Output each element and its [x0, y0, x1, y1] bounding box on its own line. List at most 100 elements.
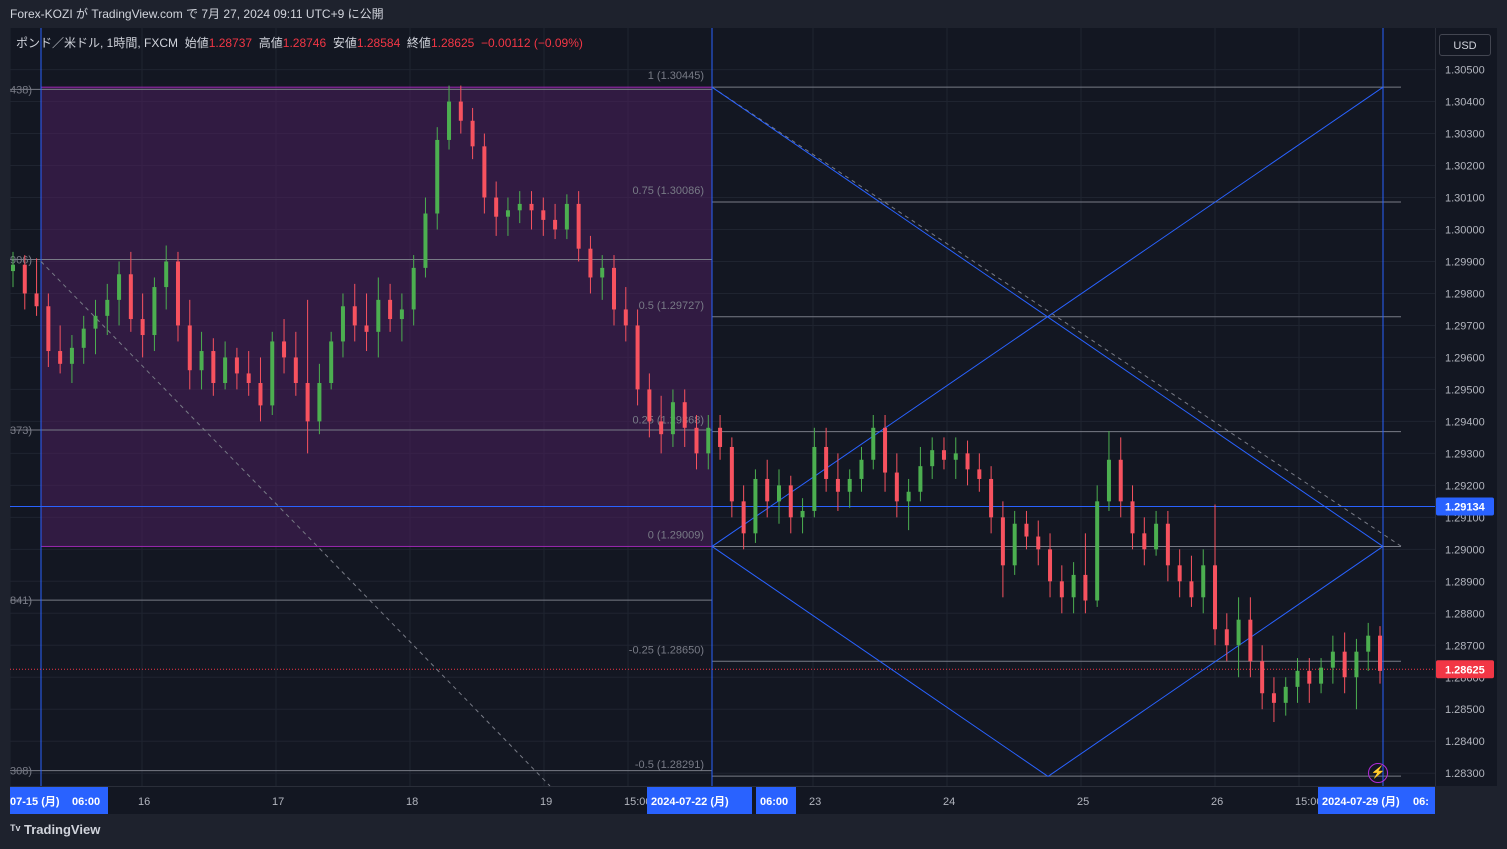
candle-body [388, 299, 393, 320]
candle-body [1154, 523, 1159, 550]
candle-body [1083, 574, 1088, 601]
candle-body [69, 347, 74, 364]
time-tick-label: 23 [809, 796, 821, 808]
candle-body [1248, 619, 1253, 662]
change-value: −0.00112 (−0.09%) [481, 36, 583, 50]
candle-body [1130, 501, 1135, 534]
candle-body [234, 357, 239, 374]
fib-level-label: 0 (1.29009) [648, 529, 704, 541]
candle-body [447, 101, 452, 140]
candle-body [199, 351, 204, 371]
chart-canvas[interactable]: 438) 906) 373) 841) 308) 1 (1.30445) 0.75 (1.3… [10, 28, 1435, 786]
time-tick-label: 06:00 [72, 796, 100, 808]
candle-body [435, 139, 440, 214]
candle-body [553, 219, 558, 230]
candle-body [270, 341, 275, 406]
time-tick-highlight [1318, 787, 1423, 815]
candle-body [588, 248, 593, 278]
candle-body [105, 299, 110, 316]
candle-body [659, 421, 664, 435]
gann-fan-line [711, 86, 1384, 547]
candle-body [187, 325, 192, 371]
open-value: 1.28737 [208, 36, 253, 50]
candle-body [647, 389, 652, 422]
price-tick-label: 1.28900 [1445, 576, 1485, 588]
price-label-text: 1.28625 [1445, 664, 1485, 676]
candle-body [847, 478, 852, 492]
candle-body [352, 306, 357, 326]
candle-body [1295, 670, 1300, 687]
fib-level-label: -0.5 (1.28291) [635, 759, 704, 771]
time-tick-label: 2024-07-22 (月) [651, 795, 729, 808]
price-tick-label: 1.29200 [1445, 480, 1485, 492]
price-tick-label: 1.29000 [1445, 544, 1485, 556]
candle-body [164, 261, 169, 288]
price-tick-label: 1.29400 [1445, 416, 1485, 428]
price-axis-canvas: 1.30500 1.30400 1.30300 1.30200 1.30100 1.300… [1436, 65, 1494, 780]
price-axis[interactable]: 1.30500 1.30400 1.30300 1.30200 1.30100 1.300… [1435, 28, 1497, 786]
candle-body [1142, 533, 1147, 550]
time-tick-label: 07-15 (月) [10, 795, 60, 808]
candle-body [1036, 536, 1041, 550]
candle-body [175, 261, 180, 326]
candle-body [258, 383, 263, 406]
candle-body [1165, 523, 1170, 566]
candle-body [246, 373, 251, 384]
candle-body [1059, 581, 1064, 598]
time-tick-label: 06:00 [760, 796, 788, 808]
candle-body [883, 427, 888, 473]
time-axis[interactable]: 07-15 (月) 06:00 16 17 18 19 15:00 2024-07-22 (月… [6, 786, 1449, 815]
close-value: 1.28625 [430, 36, 475, 50]
candle-body [1213, 565, 1218, 630]
time-tick-label: 25 [1077, 796, 1089, 808]
candle-body [729, 446, 734, 502]
candle-body [1024, 523, 1029, 537]
candle-body [58, 351, 63, 364]
candle-body [871, 427, 876, 460]
symbol-label[interactable]: ポンド／米ドル, 1時間, FXCM [16, 36, 179, 50]
candle-body [989, 478, 994, 518]
candle-body [1378, 635, 1382, 671]
left-fib-level-label: 906) [10, 255, 32, 267]
left-fib-level-label: 373) [10, 425, 32, 437]
price-tick-label: 1.29600 [1445, 352, 1485, 364]
tv-logo-mark-icon: ᵀᵛ [10, 822, 21, 837]
candle-body [93, 315, 98, 329]
candle-body [340, 306, 345, 342]
chart-pane[interactable]: 438) 906) 373) 841) 308) 1 (1.30445) 0.75 (1.3… [10, 28, 1435, 786]
price-tick-label: 1.30200 [1445, 161, 1485, 173]
candle-body [906, 491, 911, 502]
candle-body [46, 306, 51, 352]
publish-header: Forex-KOZI が TradingView.com で 7月 27, 20… [0, 0, 1507, 28]
candle-body [1236, 619, 1241, 646]
candle-body [1048, 549, 1053, 582]
candle-body [1260, 661, 1265, 694]
brand-text: TradingView [23, 822, 101, 837]
currency-button[interactable]: USD [1439, 34, 1491, 56]
candle-body [824, 446, 829, 479]
price-tick-label: 1.29300 [1445, 448, 1485, 460]
fib-level-label: 0.5 (1.29727) [639, 300, 704, 312]
time-axis-canvas: 07-15 (月) 06:00 16 17 18 19 15:00 2024-07-22 (月… [6, 787, 1449, 815]
candle-body [941, 450, 946, 460]
candle-body [505, 210, 510, 217]
candle-body [152, 287, 157, 336]
candle-body [741, 501, 746, 534]
candle-body [612, 267, 617, 310]
time-tick-label: 16 [138, 796, 150, 808]
candle-body [1283, 686, 1288, 703]
time-tick-highlight [647, 787, 752, 815]
time-tick-label: 06: [1413, 796, 1429, 808]
candle-body [305, 383, 310, 422]
candle-body [1366, 635, 1371, 652]
lightning-icon[interactable]: ⚡ [1368, 763, 1388, 783]
candle-body [859, 459, 864, 479]
price-tick-label: 1.28700 [1445, 640, 1485, 652]
candle-body [458, 101, 463, 121]
tradingview-logo[interactable]: ᵀᵛ TradingView [10, 822, 100, 837]
candle-body [376, 299, 381, 332]
candle-body [423, 213, 428, 268]
time-tick-label: 26 [1211, 796, 1223, 808]
candle-body [788, 485, 793, 518]
